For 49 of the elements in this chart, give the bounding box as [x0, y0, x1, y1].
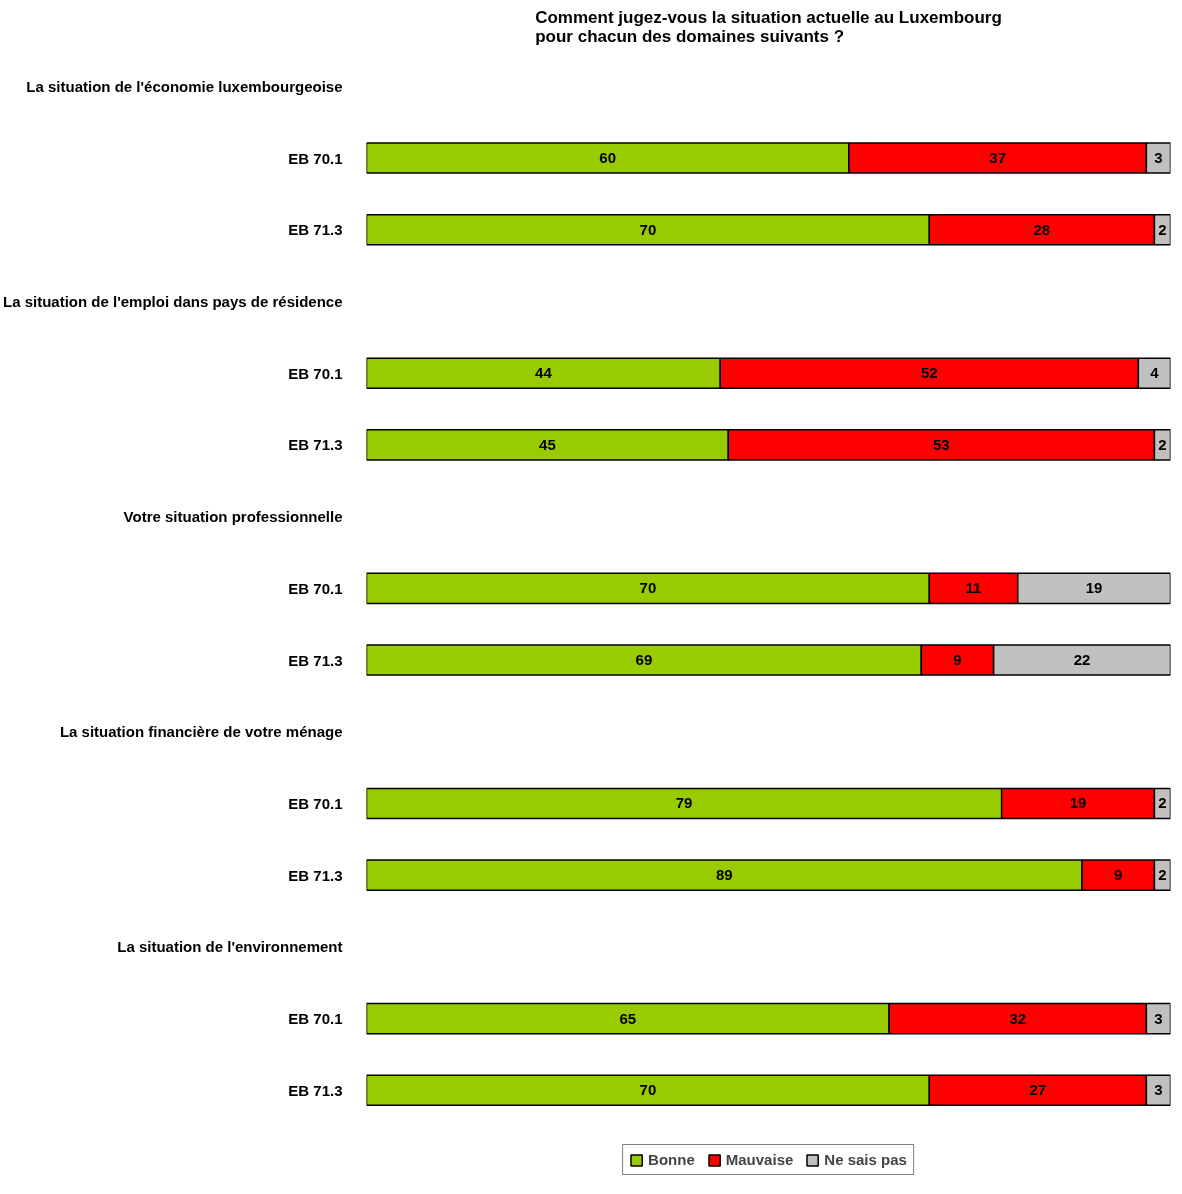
data-label: 3: [1154, 1081, 1163, 1099]
y-tick-label: EB 71.3: [288, 221, 343, 239]
data-label: 70: [639, 1081, 657, 1099]
data-label: 28: [1033, 220, 1051, 238]
data-label: 69: [635, 651, 653, 669]
legend-label: Ne sais pas: [824, 1151, 907, 1168]
y-tick-label: EB 70.1: [288, 149, 343, 167]
y-tick-label: EB 70.1: [288, 579, 343, 597]
data-label: 9: [953, 651, 962, 669]
y-tick-label: EB 70.1: [288, 1010, 343, 1028]
data-label: 11: [965, 579, 982, 597]
y-tick-label: EB 71.3: [288, 1081, 343, 1099]
data-label: 52: [920, 364, 938, 382]
data-label: 2: [1158, 794, 1167, 812]
y-tick-label: EB 71.3: [288, 866, 343, 884]
y-tick-label: EB 70.1: [288, 794, 343, 812]
data-label: 44: [535, 364, 553, 382]
chart-title: Comment jugez-vous la situation actuelle au Luxembourg pour chacun des domaines suivants ?: [535, 7, 1002, 46]
legend-label: Mauvaise: [725, 1151, 794, 1168]
data-label: 4: [1150, 364, 1160, 382]
y-tick-label: La situation de l'environnement: [117, 938, 343, 956]
data-label: 79: [675, 794, 693, 812]
y-tick-label: La situation financière de votre ménage: [59, 723, 343, 741]
data-label: 65: [619, 1009, 637, 1027]
data-label: 2: [1158, 866, 1167, 884]
y-tick-label: EB 70.1: [288, 364, 343, 382]
data-label: 53: [933, 435, 950, 453]
data-label: 9: [1114, 866, 1123, 884]
y-tick-label: EB 71.3: [288, 436, 343, 454]
data-label: 22: [1073, 651, 1091, 669]
data-label: 27: [1029, 1081, 1047, 1099]
data-label: 2: [1158, 220, 1167, 238]
data-label: 32: [1009, 1009, 1027, 1027]
data-label: 45: [539, 435, 556, 453]
data-label: 37: [989, 149, 1006, 167]
legend-label: Bonne: [648, 1151, 695, 1168]
y-tick-label: Votre situation professionnelle: [123, 508, 343, 526]
data-label: 3: [1154, 1009, 1163, 1027]
data-label: 3: [1154, 149, 1163, 167]
data-label: 60: [599, 149, 617, 167]
data-label: 70: [639, 579, 657, 597]
data-label: 19: [1069, 794, 1087, 812]
data-label: 2: [1158, 435, 1167, 453]
data-label: 89: [715, 866, 733, 884]
y-tick-label: La situation de l'emploi dans pays de résidence: [3, 292, 343, 310]
data-label: 70: [639, 220, 657, 238]
y-tick-label: EB 71.3: [288, 651, 343, 669]
data-label: 19: [1085, 579, 1103, 597]
y-tick-label: La situation de l'économie luxembourgeoise: [26, 77, 343, 95]
